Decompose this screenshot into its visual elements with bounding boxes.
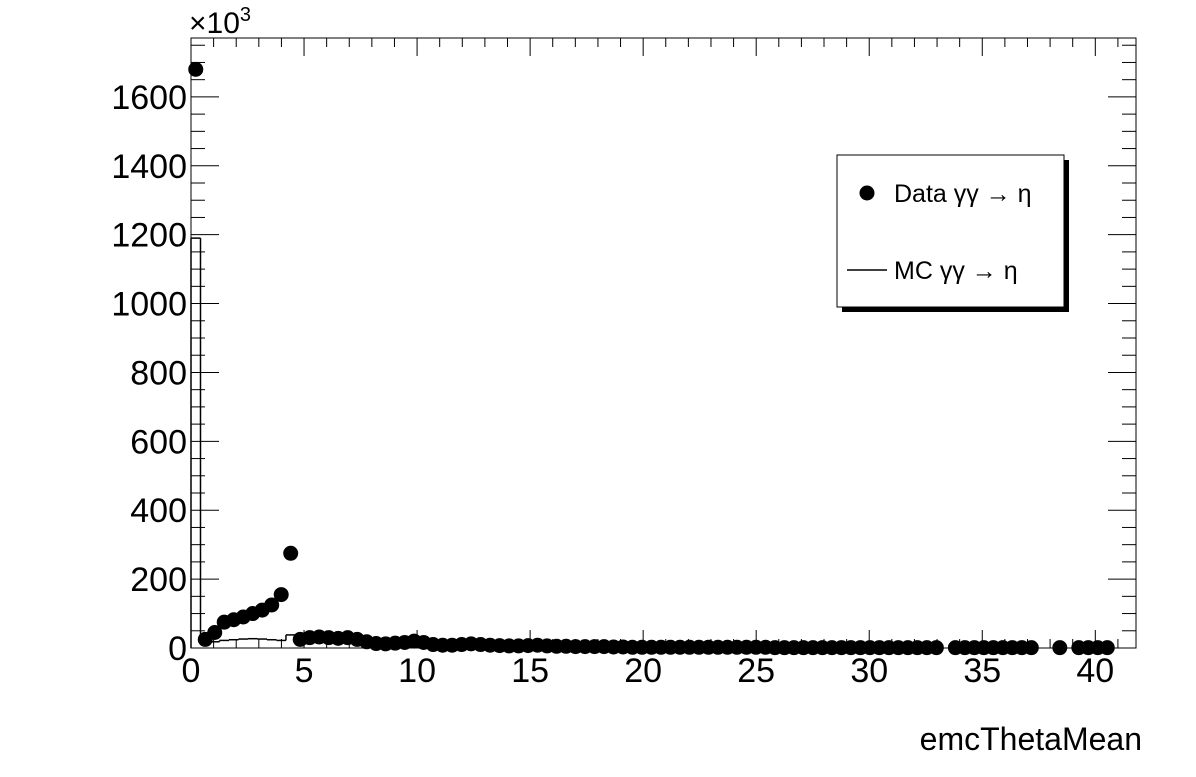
- multiplier-exponent: 3: [240, 4, 251, 26]
- x-tick-label: 10: [398, 652, 436, 690]
- x-tick-label: 25: [737, 652, 775, 690]
- multiplier-base: ×10: [189, 7, 240, 40]
- x-tick-label: 40: [1076, 652, 1114, 690]
- x-tick-label: 0: [182, 652, 201, 690]
- data-point: [928, 640, 944, 656]
- legend-label: MC γγ → η: [894, 257, 1018, 285]
- data-point: [264, 597, 280, 613]
- legend-label: Data γγ → η: [894, 180, 1032, 208]
- data-point: [1023, 640, 1039, 656]
- data-point: [273, 587, 289, 603]
- data-point: [1099, 640, 1115, 656]
- y-tick-label: 1600: [111, 79, 187, 117]
- data-point: [283, 545, 299, 561]
- data-point: [1052, 640, 1068, 656]
- legend-marker: [859, 185, 875, 201]
- y-tick-label: 1000: [111, 286, 187, 324]
- data-point: [207, 625, 223, 641]
- x-tick-label: 20: [624, 652, 662, 690]
- y-tick-label: 1200: [111, 217, 187, 255]
- multiplier: ×103: [189, 4, 251, 40]
- y-tick-label: 800: [130, 354, 187, 392]
- y-tick-label: 0: [168, 630, 187, 668]
- x-tick-label: 30: [850, 652, 888, 690]
- y-tick-label: 400: [130, 492, 187, 530]
- y-tick-label: 1400: [111, 148, 187, 186]
- y-tick-label: 600: [130, 423, 187, 461]
- x-axis-title: emcThetaMean: [920, 721, 1142, 757]
- x-tick-label: 5: [295, 652, 314, 690]
- x-tick-label: 15: [511, 652, 549, 690]
- data-point: [188, 61, 204, 77]
- x-tick-label: 35: [963, 652, 1001, 690]
- y-tick-label: 200: [130, 561, 187, 599]
- legend: [836, 154, 1065, 308]
